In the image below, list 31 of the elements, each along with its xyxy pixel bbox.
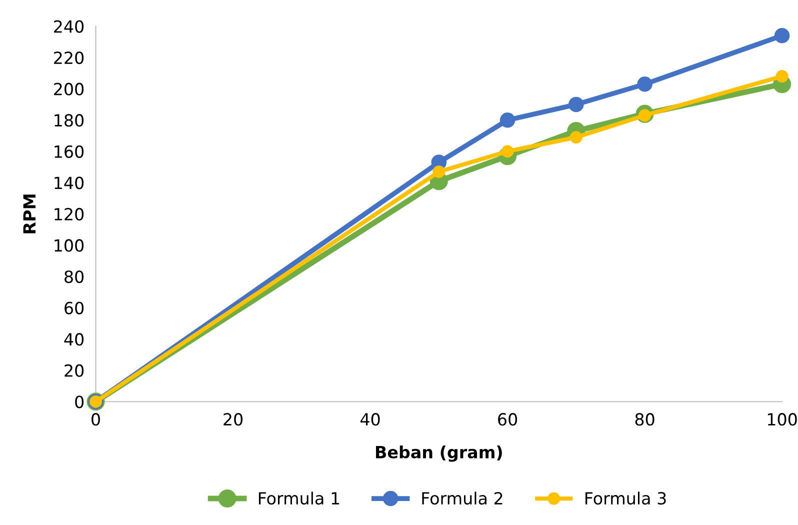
legend-label: Formula 2 [422, 492, 502, 505]
x-tick-label: 40 [360, 413, 380, 426]
y-tick-label: 120 [54, 208, 84, 221]
x-tick-label: 100 [768, 413, 797, 426]
y-tick-label: 180 [54, 114, 84, 127]
point [432, 165, 446, 178]
point [774, 28, 790, 44]
point [570, 131, 582, 144]
y-tick-label: 140 [54, 176, 84, 190]
x-tick-label: 0 [92, 413, 100, 426]
y-tick-label: 80 [64, 270, 84, 284]
y-tick-label: 200 [54, 82, 84, 96]
x-tick-label: 20 [224, 413, 243, 426]
point [568, 96, 584, 112]
y-tick-label: 20 [64, 364, 84, 377]
point [500, 112, 516, 128]
y-axis-title: RPM [23, 194, 36, 234]
x-tick-label: 80 [635, 413, 654, 426]
y-tick-label: 0 [75, 396, 84, 408]
y-tick-label: 100 [54, 239, 84, 252]
x-tick-label: 60 [498, 413, 518, 426]
legend-label: Formula 1 [258, 492, 340, 505]
y-tick-label: 240 [54, 20, 84, 33]
legend-label: Formula 3 [586, 492, 666, 505]
point [637, 76, 652, 92]
y-tick-label: 60 [64, 302, 84, 314]
point [776, 70, 788, 83]
y-tick-label: 220 [54, 51, 84, 64]
x-axis-title: Beban (gram) [376, 446, 502, 462]
y-tick-label: 40 [64, 333, 84, 346]
y-tick-label: 160 [54, 145, 84, 158]
